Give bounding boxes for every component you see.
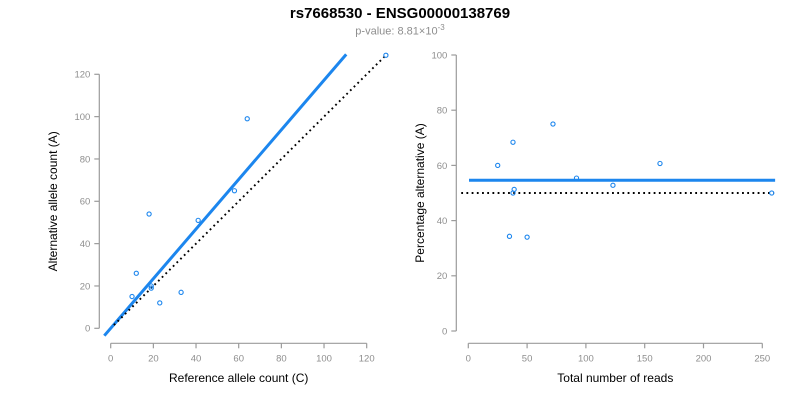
y-axis-title: Alternative allele count (A) <box>46 131 60 271</box>
data-point <box>524 234 530 240</box>
identity-line <box>113 52 389 326</box>
y-axis-tick-label: 100 <box>431 50 447 61</box>
percentage-vs-reads-scatter: 0 50 100 150 200 250 0 20 40 60 80 100 Total number … <box>413 50 776 385</box>
data-point <box>506 233 513 239</box>
data-point <box>657 160 663 167</box>
x-axis-tick-label: 150 <box>637 354 653 365</box>
data-point <box>244 116 250 122</box>
data-point <box>148 283 154 289</box>
subtitle-exponent: -3 <box>437 23 445 32</box>
y-axis-tick-label: 40 <box>437 216 448 227</box>
y-axis-tick-label: 100 <box>74 112 90 123</box>
y-axis-tick-label: 60 <box>80 197 91 208</box>
x-axis-tick-label: 0 <box>466 354 471 365</box>
figure-title: rs7668530 - ENSG00000138769 <box>289 5 511 22</box>
x-axis-tick-label: 200 <box>696 354 712 365</box>
x-axis-tick-label: 40 <box>191 354 202 365</box>
x-axis-tick-label: 0 <box>108 354 113 365</box>
data-point <box>511 186 517 193</box>
x-axis-title: Total number of reads <box>557 371 673 385</box>
y-axis-tick-label: 20 <box>80 281 91 292</box>
x-axis-tick-label: 100 <box>316 354 332 365</box>
data-point <box>146 211 152 217</box>
data-point <box>148 285 154 291</box>
data-point <box>769 190 775 196</box>
figure-subtitle: p-value: 8.81×10-3 <box>0 23 800 38</box>
data-point <box>550 121 556 127</box>
y-axis-tick-label: 40 <box>80 239 91 250</box>
x-axis-tick-label: 250 <box>754 354 770 365</box>
x-axis-tick-label: 60 <box>233 354 244 365</box>
y-axis-tick-label: 20 <box>437 271 448 282</box>
y-axis-title: Percentage alternative (A) <box>413 123 427 262</box>
allele-counts-scatter: 0 20 40 60 80 100 120 0 20 40 60 80 100 120 Reference … <box>46 52 389 385</box>
data-point <box>510 139 516 145</box>
subtitle-text: p-value: 8.81×10 <box>355 25 438 38</box>
data-point <box>195 217 201 223</box>
data-point <box>231 188 238 194</box>
data-point <box>178 289 184 295</box>
data-point <box>573 175 580 181</box>
y-axis-tick-label: 60 <box>437 161 448 172</box>
x-axis-tick-label: 120 <box>359 354 375 365</box>
x-axis-title: Reference allele count (C) <box>169 371 308 385</box>
data-point <box>610 182 616 188</box>
x-axis-tick-label: 80 <box>276 354 287 365</box>
x-axis-tick-label: 100 <box>578 354 594 365</box>
x-axis-tick-label: 20 <box>148 354 159 365</box>
x-axis-tick-label: 50 <box>522 354 533 365</box>
data-point <box>383 52 389 58</box>
y-axis-tick-label: 0 <box>85 324 90 335</box>
y-axis-tick-label: 80 <box>80 154 91 165</box>
data-point <box>133 270 139 276</box>
y-axis-tick-label: 0 <box>442 326 447 337</box>
data-point <box>495 162 501 169</box>
y-axis-tick-label: 80 <box>437 106 448 117</box>
data-point <box>129 293 135 300</box>
y-axis-tick-label: 120 <box>74 70 90 81</box>
fitted-allelic-ratio-line <box>103 53 348 337</box>
data-point <box>157 300 163 306</box>
